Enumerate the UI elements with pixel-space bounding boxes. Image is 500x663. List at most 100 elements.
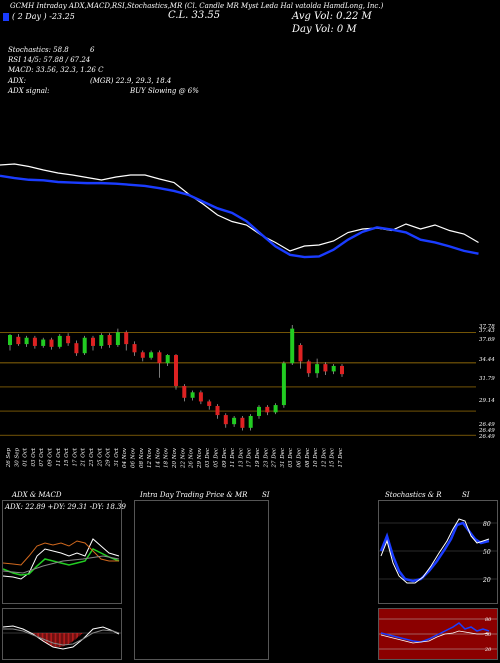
macd-histogram [33, 633, 84, 647]
adx-label: ADX: [8, 77, 27, 85]
date-label: 26 Sep [6, 448, 12, 469]
price-level-label: 26.49 [478, 428, 495, 434]
candle-body [290, 328, 295, 364]
macd-bar [78, 633, 80, 637]
date-label: 31 Oct [114, 447, 120, 466]
date-label: 20 Nov [172, 447, 178, 469]
rsi-level-20: 20 [484, 647, 492, 653]
candle-body [32, 337, 37, 346]
macd-bar [69, 633, 71, 644]
candle-body [223, 415, 228, 425]
candle-body [99, 335, 104, 346]
candle-body [165, 355, 170, 364]
price-levels: 37.7837.4337.6934.4431.7929.1426.4926.49… [0, 324, 495, 440]
candle-body [281, 363, 286, 406]
price-level-label: 26.49 [478, 434, 495, 440]
macd-chart [2, 625, 121, 650]
candle-body [107, 335, 112, 346]
date-label: 09 Dec [222, 448, 228, 468]
avg-volume: Avg Vol: 0.22 M [292, 11, 372, 22]
date-label: 11 Dec [230, 448, 236, 468]
date-label: 01 Oct [23, 447, 29, 466]
candle-body [232, 417, 237, 425]
candle-body [16, 336, 21, 345]
macd-bar [43, 633, 45, 642]
date-label: 12 Dec [321, 448, 327, 468]
macd-bar [40, 633, 42, 640]
candle-body [115, 332, 120, 346]
macd-bar [44, 633, 46, 643]
candle-body [66, 335, 71, 344]
date-label: 23 Dec [263, 448, 269, 469]
rsi-level-80: 80 [485, 617, 492, 623]
candle-body [49, 339, 54, 347]
candle-body [91, 337, 95, 346]
stoch-panel-si: SI [462, 491, 470, 499]
price-level-label: 29.14 [478, 398, 495, 404]
candle-body [315, 364, 320, 374]
candle-body [215, 405, 220, 416]
date-label: 14 Nov [155, 447, 161, 468]
day-volume: Day Vol: 0 M [292, 24, 357, 35]
macd-bar [47, 633, 49, 645]
macd-bar [39, 633, 41, 639]
candle-body [273, 405, 278, 413]
macd-bar [82, 633, 84, 634]
price-level-label: 31.79 [479, 376, 495, 382]
candle-body [124, 332, 129, 345]
macd-bar [77, 633, 78, 638]
candle-body [74, 343, 79, 354]
candle-body [298, 345, 303, 362]
date-label: 08 Dec [305, 448, 311, 468]
macd-bar [48, 633, 50, 645]
date-label: 09 Oct [48, 447, 54, 466]
macd-bar [73, 633, 75, 641]
main-chart: 37.7837.4337.6934.4431.7929.1426.4926.49… [0, 163, 495, 469]
macd-bar [36, 633, 38, 637]
rsi-panel: 80 50 20 [378, 608, 498, 660]
macd-bar [60, 633, 62, 647]
candle-body [248, 415, 253, 428]
candle-body [182, 385, 187, 398]
date-label: 10 Dec [313, 448, 319, 468]
rsi-level-50: 50 [485, 632, 492, 638]
macd-bar [56, 633, 58, 647]
macd-bar [46, 633, 47, 644]
candle-body [57, 335, 62, 347]
date-label: 25 Oct [97, 447, 103, 467]
candle-body [132, 344, 137, 353]
date-label: 23 Oct [89, 447, 95, 467]
stoch-level-20: 20 [482, 577, 491, 584]
macd-bar [61, 633, 63, 647]
candles [8, 325, 344, 431]
candle-body [340, 365, 344, 375]
date-label: 21 Oct [81, 447, 87, 467]
mr-panel-title: Intra Day Trading Price & MR [140, 491, 248, 499]
candle-body [82, 337, 87, 354]
candle-body [265, 406, 270, 413]
macd-bar [34, 633, 36, 635]
rsi-chart: 80 50 20 [379, 617, 497, 653]
date-label: 17 Oct [72, 447, 78, 466]
price-level-label: 37.43 [479, 328, 495, 334]
date-label: 03 Oct [31, 447, 37, 466]
price-level-label: 37.78 [479, 324, 495, 330]
macd-bar [68, 633, 69, 645]
date-label: 17 Dec [247, 448, 253, 468]
adx-panel-title: ADX & MACD [12, 491, 62, 499]
stochastics-value: 6 [90, 46, 95, 54]
candle-body [174, 355, 178, 386]
date-axis: 26 Sep 30 Sep 01 Oct 03 Oct 07 Oct 09 Oct 11 O… [6, 447, 344, 469]
macd-bar [57, 633, 59, 647]
date-label: 17 Dec [338, 448, 344, 468]
macd-bar [53, 633, 55, 647]
macd-bar [74, 633, 76, 640]
adx-panel: ADX: 22.89 +DY: 29.31 -DY: 18.39 [2, 500, 126, 604]
date-label: 11 Oct [56, 447, 62, 466]
date-label: 06 Dec [297, 448, 303, 468]
moving-average-line [0, 174, 479, 259]
macd-bar [51, 633, 52, 646]
legend-swatch [3, 13, 9, 21]
date-label: 13 Dec [238, 448, 244, 468]
macd-bar [75, 633, 77, 639]
